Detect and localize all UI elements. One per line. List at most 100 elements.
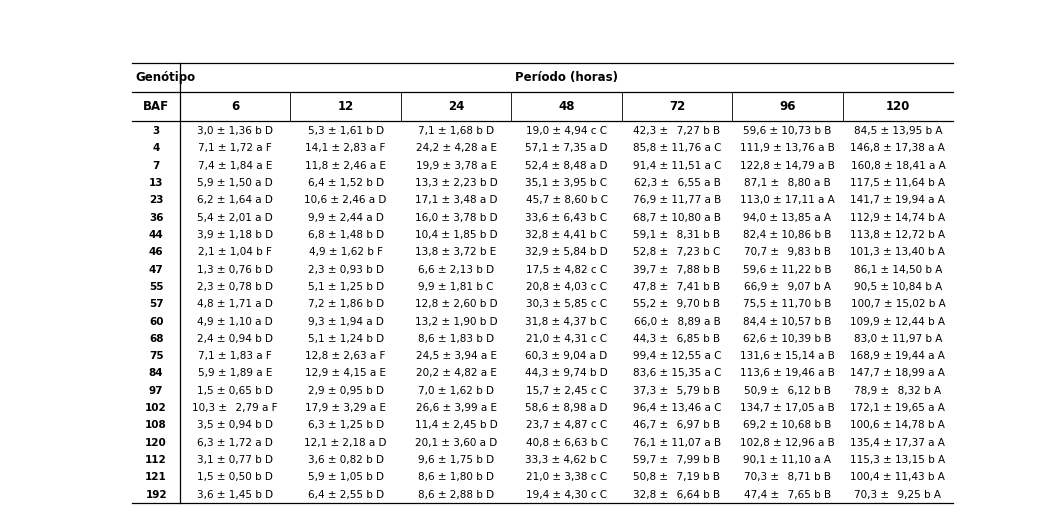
Text: BAF: BAF [143, 100, 169, 113]
Text: 122,8 ± 14,79 a B: 122,8 ± 14,79 a B [740, 161, 834, 170]
Text: 44,3 ±  6,85 b B: 44,3 ± 6,85 b B [633, 334, 720, 344]
Text: 52,4 ± 8,48 a D: 52,4 ± 8,48 a D [525, 161, 608, 170]
Text: 13,3 ± 2,23 b D: 13,3 ± 2,23 b D [415, 178, 498, 188]
Text: 3,6 ± 1,45 b D: 3,6 ± 1,45 b D [197, 490, 273, 499]
Text: 7,2 ± 1,86 b D: 7,2 ± 1,86 b D [307, 299, 383, 309]
Text: 9,6 ± 1,75 b D: 9,6 ± 1,75 b D [418, 455, 495, 465]
Text: 6,4 ± 1,52 b D: 6,4 ± 1,52 b D [307, 178, 383, 188]
Text: 134,7 ± 17,05 a B: 134,7 ± 17,05 a B [740, 403, 834, 413]
Text: 91,4 ± 11,51 a C: 91,4 ± 11,51 a C [632, 161, 721, 170]
Text: 47,8 ±  7,41 b B: 47,8 ± 7,41 b B [633, 282, 720, 292]
Text: 172,1 ± 19,65 a A: 172,1 ± 19,65 a A [850, 403, 946, 413]
Text: 60: 60 [149, 316, 163, 326]
Text: 108: 108 [145, 420, 167, 430]
Text: 4: 4 [152, 143, 160, 153]
Text: 7,1 ± 1,68 b D: 7,1 ± 1,68 b D [418, 126, 495, 136]
Text: 19,0 ± 4,94 c C: 19,0 ± 4,94 c C [526, 126, 607, 136]
Text: 120: 120 [145, 438, 167, 448]
Text: 13,8 ± 3,72 b E: 13,8 ± 3,72 b E [415, 247, 497, 257]
Text: 20,8 ± 4,03 c C: 20,8 ± 4,03 c C [526, 282, 607, 292]
Text: 17,1 ± 3,48 a D: 17,1 ± 3,48 a D [415, 195, 498, 206]
Text: 70,3 ±  8,71 b B: 70,3 ± 8,71 b B [743, 472, 831, 482]
Text: 6,2 ± 1,64 a D: 6,2 ± 1,64 a D [197, 195, 273, 206]
Text: Genótipo: Genótipo [136, 71, 196, 84]
Text: 59,1 ±  8,31 b B: 59,1 ± 8,31 b B [633, 230, 720, 240]
Text: 3,5 ± 0,94 b D: 3,5 ± 0,94 b D [197, 420, 273, 430]
Text: 6,3 ± 1,72 a D: 6,3 ± 1,72 a D [197, 438, 273, 448]
Text: 47: 47 [149, 265, 163, 275]
Text: 21,0 ± 4,31 c C: 21,0 ± 4,31 c C [526, 334, 607, 344]
Text: 113,8 ± 12,72 b A: 113,8 ± 12,72 b A [850, 230, 946, 240]
Text: 55,2 ±  9,70 b B: 55,2 ± 9,70 b B [633, 299, 720, 309]
Text: 4,9 ± 1,62 b F: 4,9 ± 1,62 b F [308, 247, 382, 257]
Text: 84,4 ± 10,57 b B: 84,4 ± 10,57 b B [743, 316, 831, 326]
Text: 66,0 ±  8,89 a B: 66,0 ± 8,89 a B [633, 316, 720, 326]
Text: 84,5 ± 13,95 b A: 84,5 ± 13,95 b A [854, 126, 943, 136]
Text: 13: 13 [149, 178, 163, 188]
Text: 83,0 ± 11,97 b A: 83,0 ± 11,97 b A [854, 334, 943, 344]
Text: 117,5 ± 11,64 b A: 117,5 ± 11,64 b A [850, 178, 946, 188]
Text: 23,7 ± 4,87 c C: 23,7 ± 4,87 c C [526, 420, 607, 430]
Text: 6,3 ± 1,25 b D: 6,3 ± 1,25 b D [307, 420, 383, 430]
Text: 5,4 ± 2,01 a D: 5,4 ± 2,01 a D [197, 213, 273, 223]
Text: 15,7 ± 2,45 c C: 15,7 ± 2,45 c C [526, 386, 607, 396]
Text: 90,5 ± 10,84 b A: 90,5 ± 10,84 b A [854, 282, 943, 292]
Text: 72: 72 [669, 100, 685, 113]
Text: 120: 120 [885, 100, 910, 113]
Text: 50,8 ±  7,19 b B: 50,8 ± 7,19 b B [633, 472, 720, 482]
Text: 12,9 ± 4,15 a E: 12,9 ± 4,15 a E [305, 368, 387, 379]
Text: 14,1 ± 2,83 a F: 14,1 ± 2,83 a F [305, 143, 385, 153]
Text: 44,3 ± 9,74 b D: 44,3 ± 9,74 b D [525, 368, 608, 379]
Text: 86,1 ± 14,50 b A: 86,1 ± 14,50 b A [854, 265, 943, 275]
Text: 17,9 ± 3,29 a E: 17,9 ± 3,29 a E [305, 403, 387, 413]
Text: 20,2 ± 4,82 a E: 20,2 ± 4,82 a E [415, 368, 497, 379]
Text: 5,3 ± 1,61 b D: 5,3 ± 1,61 b D [307, 126, 383, 136]
Text: 45,7 ± 8,60 b C: 45,7 ± 8,60 b C [525, 195, 608, 206]
Text: 24,2 ± 4,28 a E: 24,2 ± 4,28 a E [415, 143, 497, 153]
Text: 42,3 ±  7,27 b B: 42,3 ± 7,27 b B [633, 126, 720, 136]
Text: 2,3 ± 0,78 b D: 2,3 ± 0,78 b D [197, 282, 273, 292]
Text: 6,8 ± 1,48 b D: 6,8 ± 1,48 b D [307, 230, 383, 240]
Text: 4,8 ± 1,71 a D: 4,8 ± 1,71 a D [197, 299, 273, 309]
Text: 12,1 ± 2,18 a D: 12,1 ± 2,18 a D [304, 438, 387, 448]
Text: 11,8 ± 2,46 a E: 11,8 ± 2,46 a E [305, 161, 387, 170]
Text: 2,9 ± 0,95 b D: 2,9 ± 0,95 b D [308, 386, 383, 396]
Text: 69,2 ± 10,68 b B: 69,2 ± 10,68 b B [743, 420, 831, 430]
Text: 46: 46 [149, 247, 163, 257]
Text: 8,6 ± 1,83 b D: 8,6 ± 1,83 b D [418, 334, 495, 344]
Text: 85,8 ± 11,76 a C: 85,8 ± 11,76 a C [632, 143, 721, 153]
Text: 59,6 ± 11,22 b B: 59,6 ± 11,22 b B [743, 265, 831, 275]
Text: 3,6 ± 0,82 b D: 3,6 ± 0,82 b D [308, 455, 383, 465]
Text: 46,7 ±  6,97 b B: 46,7 ± 6,97 b B [633, 420, 720, 430]
Text: 99,4 ± 12,55 a C: 99,4 ± 12,55 a C [632, 351, 721, 361]
Text: 121: 121 [145, 472, 167, 482]
Text: 113,0 ± 17,11 a A: 113,0 ± 17,11 a A [740, 195, 834, 206]
Text: 55: 55 [149, 282, 163, 292]
Text: 37,3 ±  5,79 b B: 37,3 ± 5,79 b B [633, 386, 720, 396]
Text: 6,6 ± 2,13 b D: 6,6 ± 2,13 b D [418, 265, 495, 275]
Text: 115,3 ± 13,15 b A: 115,3 ± 13,15 b A [850, 455, 946, 465]
Text: 6: 6 [231, 100, 239, 113]
Text: 94,0 ± 13,85 a A: 94,0 ± 13,85 a A [743, 213, 831, 223]
Text: 3,1 ± 0,77 b D: 3,1 ± 0,77 b D [197, 455, 273, 465]
Text: 3,9 ± 1,18 b D: 3,9 ± 1,18 b D [197, 230, 273, 240]
Text: 75,5 ± 11,70 b B: 75,5 ± 11,70 b B [743, 299, 831, 309]
Text: 2,3 ± 0,93 b D: 2,3 ± 0,93 b D [308, 265, 383, 275]
Text: 44: 44 [149, 230, 163, 240]
Text: 32,8 ±  6,64 b B: 32,8 ± 6,64 b B [633, 490, 720, 499]
Text: 113,6 ± 19,46 a B: 113,6 ± 19,46 a B [740, 368, 834, 379]
Text: 1,3 ± 0,76 b D: 1,3 ± 0,76 b D [197, 265, 273, 275]
Text: 12: 12 [338, 100, 354, 113]
Text: 5,1 ± 1,24 b D: 5,1 ± 1,24 b D [307, 334, 383, 344]
Text: 10,4 ± 1,85 b D: 10,4 ± 1,85 b D [415, 230, 498, 240]
Text: 50,9 ±  6,12 b B: 50,9 ± 6,12 b B [743, 386, 831, 396]
Text: 146,8 ± 17,38 a A: 146,8 ± 17,38 a A [850, 143, 946, 153]
Text: 3,0 ± 1,36 b D: 3,0 ± 1,36 b D [197, 126, 273, 136]
Text: 9,3 ± 1,94 a D: 9,3 ± 1,94 a D [308, 316, 383, 326]
Text: 70,7 ±  9,83 b B: 70,7 ± 9,83 b B [743, 247, 831, 257]
Text: 192: 192 [145, 490, 167, 499]
Text: 24,5 ± 3,94 a E: 24,5 ± 3,94 a E [415, 351, 497, 361]
Text: 83,6 ± 15,35 a C: 83,6 ± 15,35 a C [632, 368, 721, 379]
Text: 102: 102 [145, 403, 167, 413]
Text: 7,0 ± 1,62 b D: 7,0 ± 1,62 b D [418, 386, 495, 396]
